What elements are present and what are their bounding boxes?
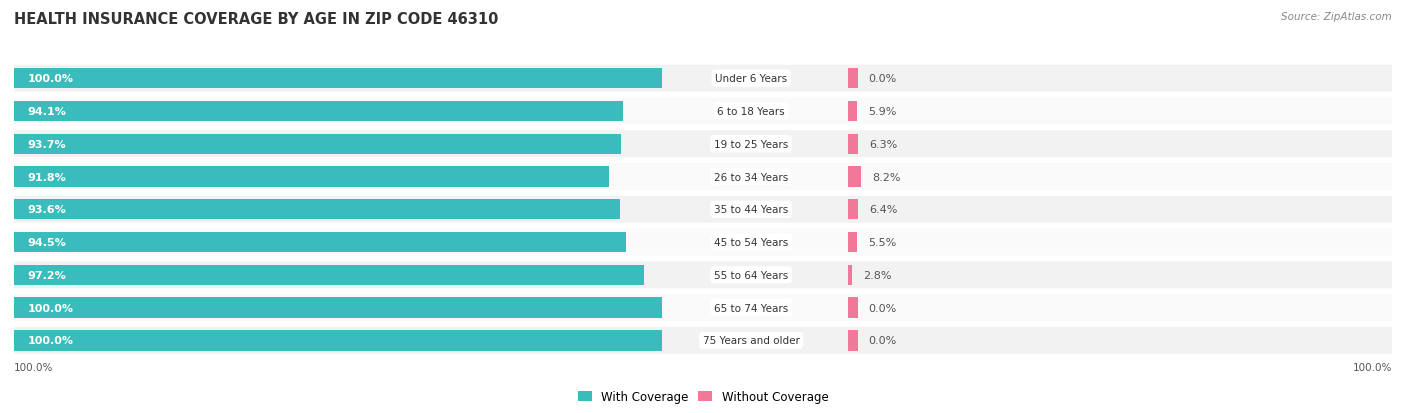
Bar [14, 102, 623, 122]
Text: 6.3%: 6.3% [869, 140, 897, 150]
Text: 100.0%: 100.0% [28, 336, 75, 346]
Text: 93.7%: 93.7% [28, 140, 66, 150]
Bar [14, 265, 644, 285]
FancyBboxPatch shape [14, 294, 1392, 321]
Bar [14, 233, 626, 253]
Bar [14, 199, 620, 220]
Text: 65 to 74 Years: 65 to 74 Years [714, 303, 789, 313]
Bar [848, 134, 858, 154]
Legend: With Coverage, Without Coverage: With Coverage, Without Coverage [572, 385, 834, 408]
Text: 26 to 34 Years: 26 to 34 Years [714, 172, 789, 182]
Text: 94.5%: 94.5% [28, 237, 66, 247]
Bar [848, 69, 858, 89]
FancyBboxPatch shape [14, 262, 1392, 289]
Bar [848, 199, 858, 220]
Bar [848, 265, 852, 285]
Text: 0.0%: 0.0% [869, 303, 897, 313]
Bar [848, 298, 858, 318]
Bar [14, 69, 662, 89]
Text: 55 to 64 Years: 55 to 64 Years [714, 270, 789, 280]
FancyBboxPatch shape [14, 98, 1392, 125]
Text: 94.1%: 94.1% [28, 107, 66, 116]
Text: 91.8%: 91.8% [28, 172, 66, 182]
FancyBboxPatch shape [14, 164, 1392, 190]
Text: HEALTH INSURANCE COVERAGE BY AGE IN ZIP CODE 46310: HEALTH INSURANCE COVERAGE BY AGE IN ZIP … [14, 12, 499, 27]
Text: 6.4%: 6.4% [869, 205, 897, 215]
Text: 5.9%: 5.9% [869, 107, 897, 116]
Bar [14, 298, 662, 318]
Text: 2.8%: 2.8% [863, 270, 891, 280]
Bar [14, 330, 662, 351]
Text: 93.6%: 93.6% [28, 205, 66, 215]
Text: Source: ZipAtlas.com: Source: ZipAtlas.com [1281, 12, 1392, 22]
Text: 75 Years and older: 75 Years and older [703, 336, 800, 346]
Bar [848, 102, 858, 122]
FancyBboxPatch shape [14, 327, 1392, 354]
Text: 100.0%: 100.0% [14, 362, 53, 372]
Text: 0.0%: 0.0% [869, 74, 897, 84]
FancyBboxPatch shape [14, 196, 1392, 223]
Text: Under 6 Years: Under 6 Years [716, 74, 787, 84]
Text: 0.0%: 0.0% [869, 336, 897, 346]
Bar [848, 233, 856, 253]
Text: 35 to 44 Years: 35 to 44 Years [714, 205, 789, 215]
Text: 6 to 18 Years: 6 to 18 Years [717, 107, 785, 116]
Text: 97.2%: 97.2% [28, 270, 66, 280]
Bar [14, 134, 621, 154]
Text: 8.2%: 8.2% [872, 172, 901, 182]
Text: 5.5%: 5.5% [868, 237, 896, 247]
Text: 19 to 25 Years: 19 to 25 Years [714, 140, 789, 150]
Bar [848, 167, 862, 187]
Bar [848, 330, 858, 351]
Text: 45 to 54 Years: 45 to 54 Years [714, 237, 789, 247]
Text: 100.0%: 100.0% [28, 303, 75, 313]
Text: 100.0%: 100.0% [1353, 362, 1392, 372]
Bar [14, 167, 609, 187]
FancyBboxPatch shape [14, 66, 1392, 93]
Text: 100.0%: 100.0% [28, 74, 75, 84]
FancyBboxPatch shape [14, 229, 1392, 256]
FancyBboxPatch shape [14, 131, 1392, 158]
